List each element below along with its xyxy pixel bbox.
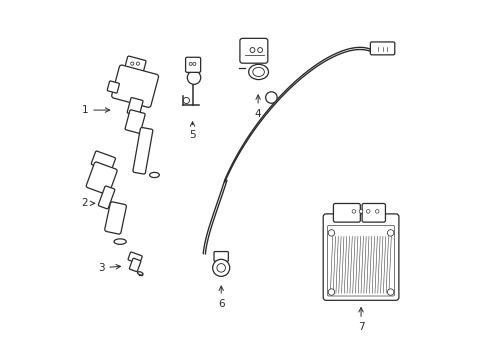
Circle shape <box>265 92 277 103</box>
Circle shape <box>212 259 229 276</box>
Text: 3: 3 <box>98 263 120 273</box>
Circle shape <box>189 62 192 66</box>
FancyBboxPatch shape <box>86 162 117 195</box>
FancyBboxPatch shape <box>111 65 158 107</box>
FancyBboxPatch shape <box>214 252 228 261</box>
Circle shape <box>366 210 369 213</box>
FancyBboxPatch shape <box>125 110 145 133</box>
FancyBboxPatch shape <box>369 42 394 55</box>
Ellipse shape <box>248 64 268 80</box>
Circle shape <box>375 210 378 213</box>
Circle shape <box>183 98 189 104</box>
Text: 5: 5 <box>189 122 195 140</box>
Circle shape <box>386 289 393 295</box>
FancyBboxPatch shape <box>133 127 152 174</box>
Ellipse shape <box>114 239 126 244</box>
Ellipse shape <box>252 67 264 77</box>
Text: 7: 7 <box>357 307 364 332</box>
Circle shape <box>351 210 355 213</box>
FancyBboxPatch shape <box>128 252 142 264</box>
FancyBboxPatch shape <box>185 57 200 72</box>
Circle shape <box>257 48 262 53</box>
Circle shape <box>327 230 334 236</box>
FancyBboxPatch shape <box>91 151 115 171</box>
FancyBboxPatch shape <box>104 202 126 234</box>
Circle shape <box>217 264 225 272</box>
Ellipse shape <box>137 272 142 275</box>
Circle shape <box>359 210 362 213</box>
Text: 6: 6 <box>218 286 224 309</box>
Text: 2: 2 <box>81 198 94 208</box>
Circle shape <box>136 62 139 65</box>
FancyBboxPatch shape <box>98 186 115 209</box>
Text: 1: 1 <box>81 105 109 115</box>
FancyBboxPatch shape <box>124 56 146 75</box>
FancyBboxPatch shape <box>333 203 360 222</box>
Circle shape <box>249 48 254 53</box>
FancyBboxPatch shape <box>327 225 394 296</box>
FancyBboxPatch shape <box>362 203 385 222</box>
Circle shape <box>187 71 200 84</box>
FancyBboxPatch shape <box>240 39 267 63</box>
FancyBboxPatch shape <box>127 98 142 116</box>
Ellipse shape <box>149 172 159 177</box>
FancyBboxPatch shape <box>107 81 119 93</box>
FancyBboxPatch shape <box>129 258 141 271</box>
Circle shape <box>130 62 134 65</box>
Circle shape <box>192 62 196 66</box>
Circle shape <box>327 289 334 295</box>
Text: 4: 4 <box>254 95 261 119</box>
Circle shape <box>386 230 393 236</box>
FancyBboxPatch shape <box>323 214 398 300</box>
